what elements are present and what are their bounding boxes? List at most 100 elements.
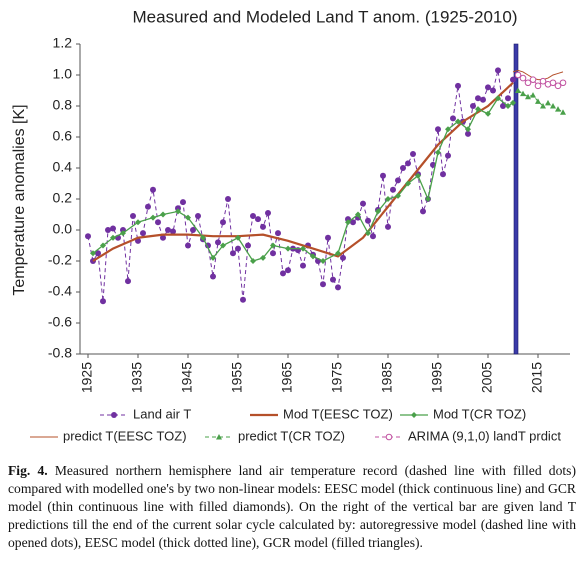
point: [390, 186, 396, 193]
point: [190, 227, 196, 233]
point: [485, 84, 491, 91]
point: [375, 208, 381, 215]
point: [465, 130, 471, 137]
point: [529, 76, 537, 83]
point: [355, 211, 361, 218]
point: [495, 67, 501, 74]
point: [510, 76, 516, 83]
divider-bar: [513, 43, 519, 355]
legend-label: Mod T(CR TOZ): [433, 406, 526, 421]
legend-label: predict T(CR TOZ): [238, 428, 345, 443]
x-tick-label: 1945: [179, 362, 195, 393]
x-tick-label: 1975: [329, 362, 345, 393]
x-tick-label: 1965: [279, 362, 295, 393]
y-tick-label: 0.4: [53, 159, 73, 175]
point: [365, 230, 371, 237]
y-tick-label: -0.6: [48, 314, 72, 330]
point: [475, 95, 481, 102]
point: [100, 242, 106, 249]
point: [520, 90, 526, 97]
point: [420, 208, 426, 215]
point: [125, 278, 131, 285]
legend-label: Mod T(EESC TOZ): [283, 406, 393, 421]
point: [95, 250, 101, 257]
point: [385, 223, 391, 230]
point: [250, 213, 256, 220]
point: [335, 284, 341, 291]
x-tick-label: 1985: [379, 362, 395, 393]
point: [195, 213, 201, 220]
chart: Measured and Modeled Land T anom. (1925-…: [11, 7, 570, 443]
point: [490, 87, 496, 94]
point: [110, 225, 116, 232]
point: [450, 115, 456, 122]
point: [514, 71, 522, 79]
point: [330, 276, 336, 283]
x-tick-label: 1925: [79, 362, 95, 393]
point: [380, 172, 386, 179]
point: [455, 82, 461, 89]
point: [150, 186, 156, 193]
point: [560, 109, 566, 115]
point: [225, 196, 231, 202]
point: [100, 298, 106, 305]
point: [440, 171, 446, 178]
caption-text: Measured northern hemisphere land air te…: [8, 463, 576, 550]
series-line: [517, 74, 564, 87]
x-tick-label: 1935: [129, 362, 145, 393]
point: [130, 213, 136, 220]
x-tick-label: 1955: [229, 362, 245, 393]
legend-marker: [385, 433, 393, 441]
point: [120, 230, 126, 237]
caption: Fig. 4. Measured northern hemisphere lan…: [8, 462, 576, 552]
point: [425, 196, 431, 202]
point: [320, 258, 326, 264]
legend-label: ARIMA (9,1,0) landT prdict: [408, 428, 561, 443]
point: [435, 126, 441, 133]
point: [235, 245, 241, 252]
point: [145, 203, 151, 210]
point: [535, 98, 541, 104]
x-tick-label: 1995: [429, 362, 445, 393]
point: [175, 208, 181, 215]
point: [265, 209, 271, 216]
point: [210, 273, 216, 280]
point: [260, 223, 266, 230]
point: [540, 103, 546, 109]
point: [310, 253, 316, 260]
point: [475, 106, 481, 113]
point: [90, 250, 96, 257]
point: [280, 270, 286, 277]
legend-marker: [111, 412, 117, 418]
point: [495, 95, 501, 102]
series-line: [512, 69, 564, 81]
point: [539, 77, 547, 85]
series-line: [517, 90, 564, 113]
point: [270, 242, 276, 249]
point: [160, 211, 166, 218]
point: [525, 93, 531, 100]
chart-title: Measured and Modeled Land T anom. (1925-…: [133, 7, 518, 26]
point: [140, 230, 146, 237]
point: [415, 172, 421, 179]
point: [220, 242, 226, 249]
point: [200, 234, 206, 241]
point: [275, 230, 281, 237]
point: [285, 267, 291, 274]
legend-marker: [216, 434, 222, 440]
point: [160, 234, 166, 241]
point: [405, 180, 411, 187]
point: [325, 234, 331, 241]
point: [515, 87, 521, 93]
y-axis-label: Temperature anomalies [K]: [11, 104, 28, 295]
point: [350, 219, 356, 226]
y-tick-label: -0.2: [48, 252, 72, 268]
point: [360, 200, 366, 207]
point: [530, 92, 536, 98]
point: [180, 199, 186, 206]
point: [345, 219, 351, 226]
point: [150, 214, 156, 221]
point: [519, 74, 527, 82]
point: [300, 245, 306, 252]
